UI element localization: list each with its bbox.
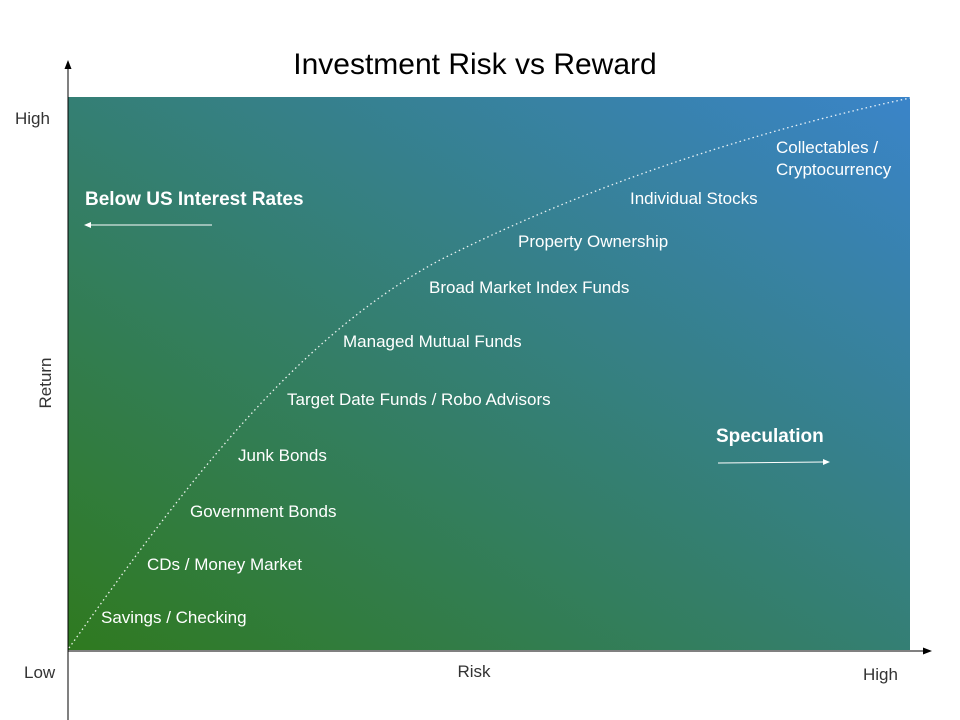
y-axis-title: Return <box>36 357 55 408</box>
below-interest-rates-label: Below US Interest Rates <box>85 189 304 210</box>
speculation-arrowhead <box>823 459 830 465</box>
investment-label-managed-mutual-funds: Managed Mutual Funds <box>343 332 522 351</box>
investment-label-junk-bonds: Junk Bonds <box>238 446 327 465</box>
diagram-title: Investment Risk vs Reward <box>293 48 656 81</box>
investment-label-target-date-funds: Target Date Funds / Robo Advisors <box>287 390 551 409</box>
x-axis-arrowhead <box>923 647 932 655</box>
below-interest-rates-arrowhead <box>84 222 91 228</box>
origin-low-label: Low <box>24 663 56 682</box>
investment-label-individual-stocks: Individual Stocks <box>630 189 758 208</box>
speculation-arrow-line <box>717 461 824 464</box>
investment-label-government-bonds: Government Bonds <box>190 502 336 521</box>
investment-label-collectables: Collectables / <box>776 138 878 157</box>
x-axis-high-label: High <box>863 665 898 684</box>
speculation-label: Speculation <box>716 426 824 447</box>
risk-return-curve <box>68 97 911 649</box>
y-axis-high-label: High <box>15 109 50 128</box>
investment-label-cds: CDs / Money Market <box>147 555 302 574</box>
y-axis-arrowhead <box>64 60 72 69</box>
investment-label-cryptocurrency: Cryptocurrency <box>776 160 892 179</box>
investment-label-savings: Savings / Checking <box>101 608 247 627</box>
investment-label-index-funds: Broad Market Index Funds <box>429 278 629 297</box>
plot-background <box>68 97 910 650</box>
investment-label-property-ownership: Property Ownership <box>518 232 668 251</box>
x-axis-title: Risk <box>457 662 491 681</box>
